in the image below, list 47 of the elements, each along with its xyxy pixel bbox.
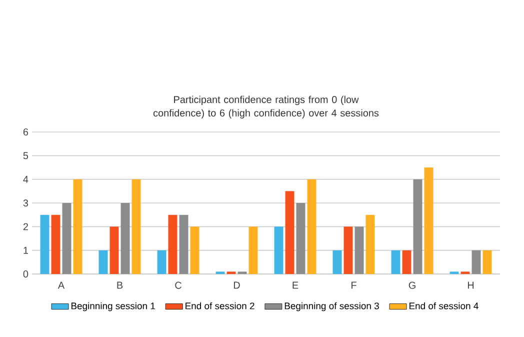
bar xyxy=(424,168,434,274)
bar xyxy=(274,226,284,274)
bar xyxy=(132,179,141,274)
bar xyxy=(354,226,364,274)
legend-label: End of session 4 xyxy=(410,302,478,310)
bar xyxy=(51,214,60,274)
x-tick-label: B xyxy=(117,282,123,289)
y-tick-label: 5 xyxy=(23,152,28,160)
x-tick-label: G xyxy=(408,282,416,289)
y-tick-label: 6 xyxy=(23,128,28,136)
x-tick-label: A xyxy=(58,282,65,289)
legend-label: Beginning of session 3 xyxy=(284,302,379,312)
x-tick-label: C xyxy=(175,282,182,289)
bar xyxy=(248,226,258,274)
y-tick-label: 1 xyxy=(24,246,28,254)
bar xyxy=(344,226,353,274)
bar xyxy=(190,226,200,274)
bar xyxy=(332,250,342,274)
bar xyxy=(62,203,72,274)
legend-label: End of session 2 xyxy=(186,302,254,310)
bar xyxy=(40,214,50,274)
y-tick-label: 0 xyxy=(23,270,28,278)
x-tick-label: D xyxy=(234,282,240,289)
x-tick-label: H xyxy=(468,282,474,289)
bar xyxy=(472,250,481,274)
x-tick-label: F xyxy=(352,282,356,289)
y-tick-label: 4 xyxy=(23,176,28,183)
x-tick-label: E xyxy=(292,282,298,289)
bar xyxy=(110,226,119,274)
bar xyxy=(391,250,400,274)
bar xyxy=(168,214,178,274)
bar xyxy=(366,214,375,274)
bar xyxy=(307,179,316,274)
bar xyxy=(73,179,82,274)
bar xyxy=(98,250,108,274)
bar xyxy=(482,250,492,274)
y-tick-label: 2 xyxy=(23,223,28,230)
bar xyxy=(120,203,130,274)
legend-label: Beginning session 1 xyxy=(71,302,155,312)
bar xyxy=(285,191,294,274)
bar xyxy=(179,214,188,274)
y-tick-label: 3 xyxy=(23,199,28,207)
chart-title: Participant confidence ratings from 0 (low confidence) to 6 (high confidence) over 4 sessions xyxy=(153,96,379,118)
bar xyxy=(402,250,412,274)
bar xyxy=(157,250,166,274)
bar xyxy=(296,203,306,274)
bar xyxy=(413,179,422,274)
